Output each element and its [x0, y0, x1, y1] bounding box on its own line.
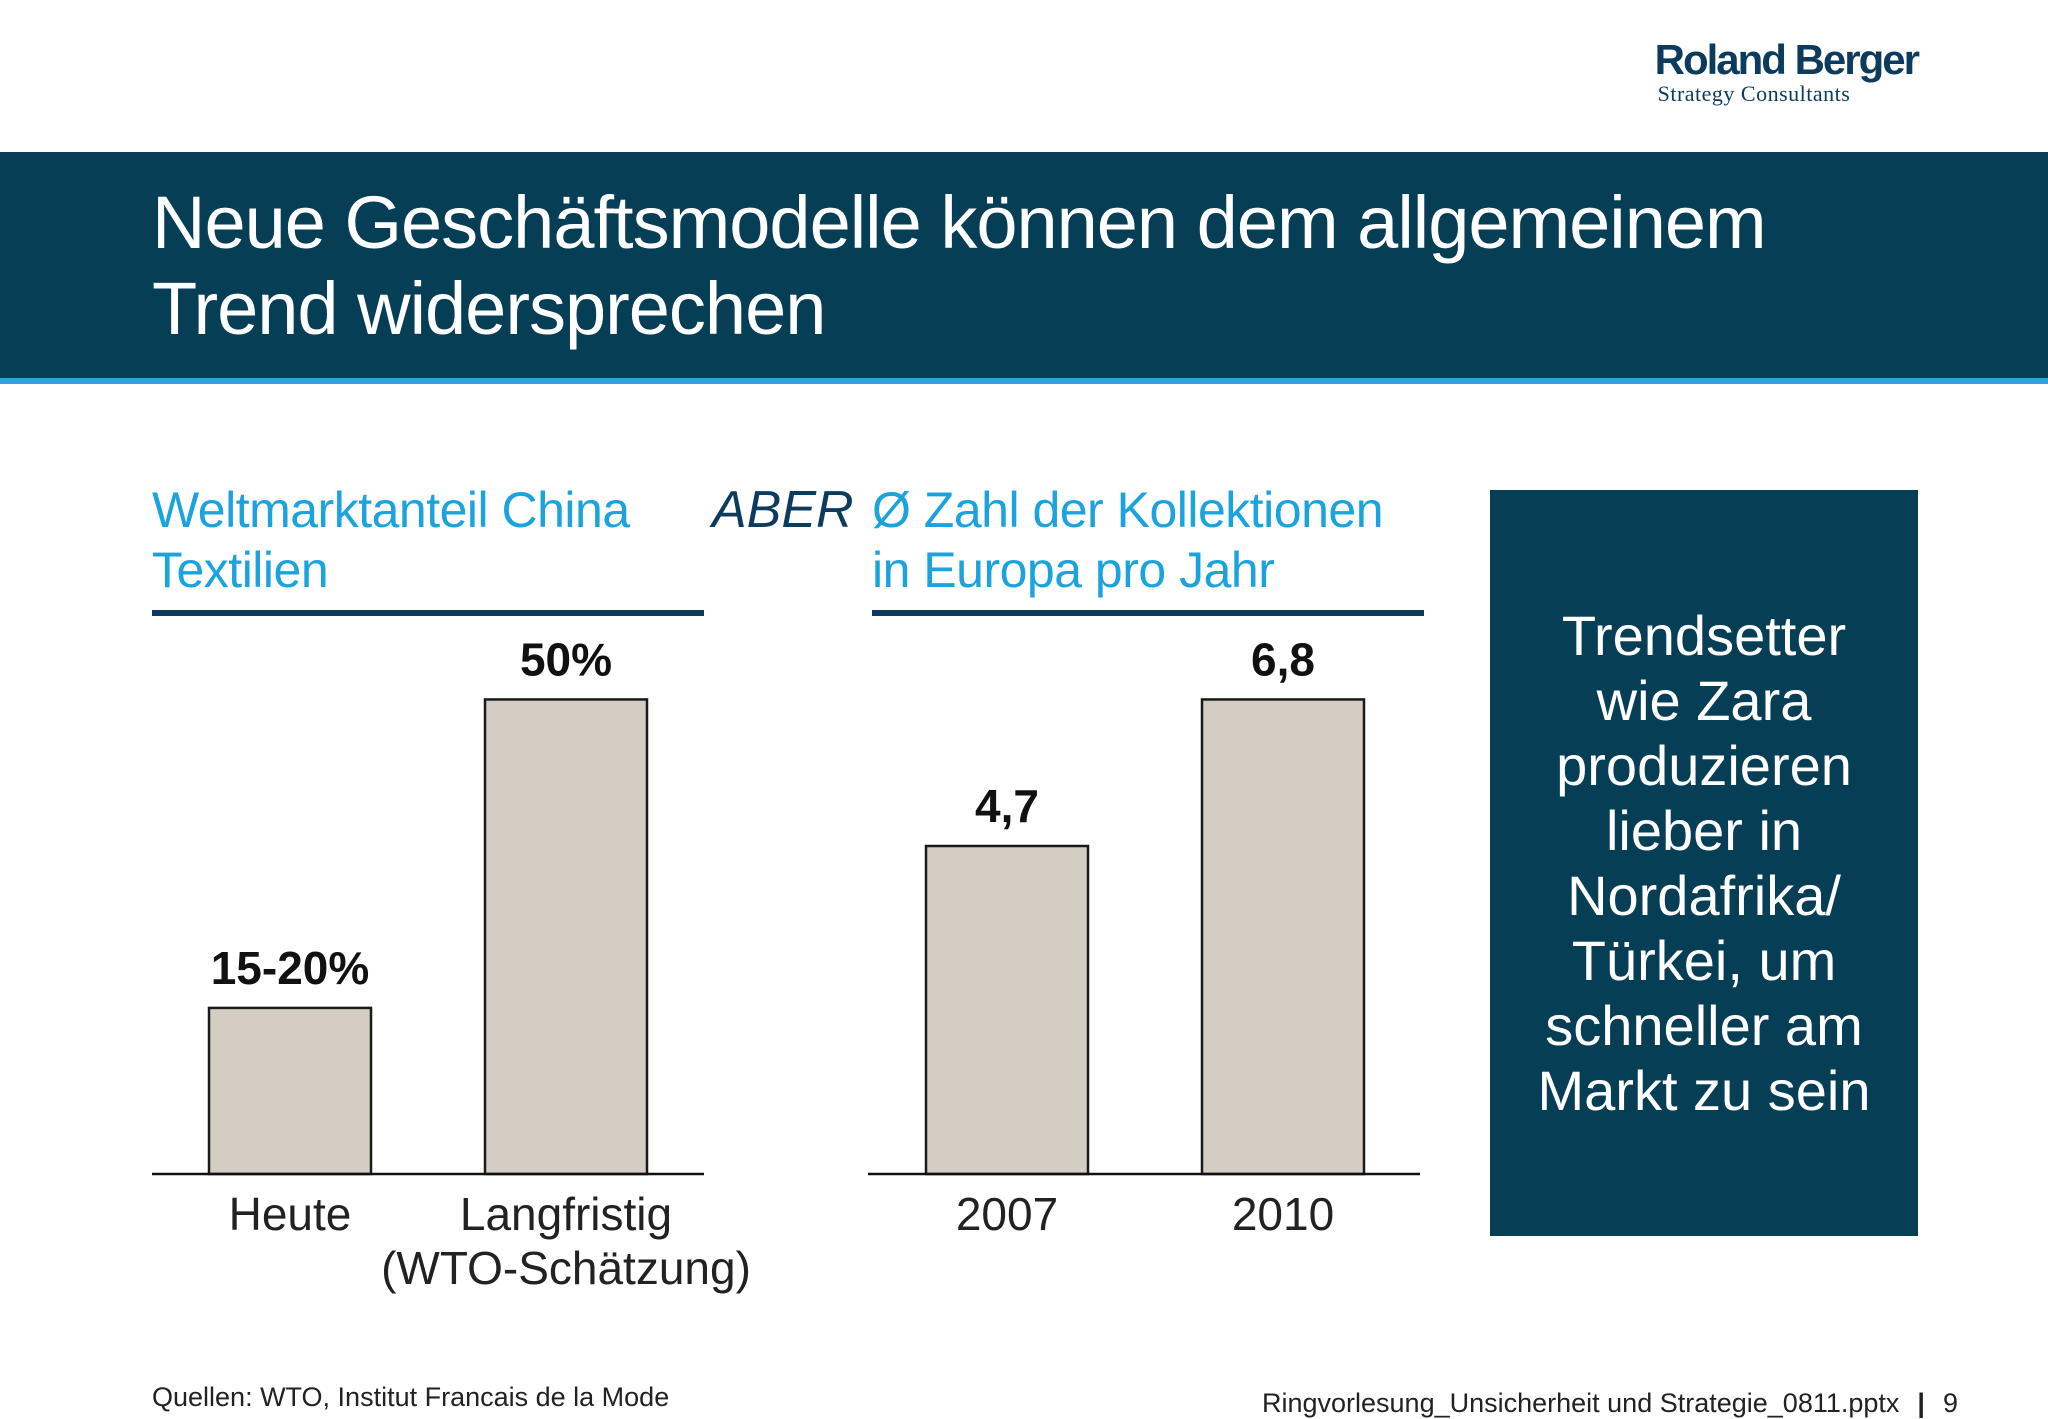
chart-2-category-label-1: 2007: [956, 1188, 1058, 1240]
chart-1-title-underline: [152, 610, 704, 616]
chart-1-bar-1: [207, 1006, 373, 1176]
chart-2-data-label-2: 6,8: [1251, 633, 1315, 685]
footer-filename: Ringvorlesung_Unsicherheit und Strategie…: [1261, 1388, 1900, 1418]
logo-name: Roland Berger: [1654, 36, 1920, 83]
chart-1-bar-2: [483, 698, 649, 1176]
chart-1-title: Weltmarktanteil China Textilien: [152, 482, 630, 598]
company-logo: Roland Berger Strategy Consultants: [1654, 36, 1920, 106]
title-accent-line: [0, 378, 2048, 384]
footer-separator: |: [1917, 1388, 1925, 1418]
chart-1-category-label-2-line-1: Langfristig: [460, 1188, 672, 1240]
title-band: [0, 152, 2048, 382]
chart-1-category-label-2-line-2: (WTO-Schätzung): [381, 1242, 751, 1294]
chart-2-data-label-1: 4,7: [975, 780, 1039, 832]
chart-1-data-label-1: 15-20%: [211, 942, 370, 994]
footer-page-number: 9: [1942, 1388, 1958, 1418]
aber-label: ABER: [712, 481, 854, 539]
footer-file-info: Ringvorlesung_Unsicherheit und Strategie…: [1262, 1388, 1958, 1419]
trendsetter-text: Trendsetter wie Zara produzieren lieber …: [1537, 604, 1871, 1122]
chart-2-bar-1: [924, 844, 1090, 1176]
slide-title: Neue Geschäftsmodelle können dem allgeme…: [152, 181, 1767, 350]
chart-2-bar-2: [1200, 698, 1366, 1176]
chart-2-title-underline: [872, 610, 1424, 616]
chart-2-title: Ø Zahl der Kollektionen in Europa pro Ja…: [872, 482, 1384, 598]
chart-1-category-label-1: Heute: [229, 1188, 352, 1240]
chart-2-category-label-2: 2010: [1232, 1188, 1334, 1240]
logo-subtitle: Strategy Consultants: [1657, 81, 1851, 106]
chart-1-data-label-2: 50%: [520, 633, 612, 685]
trendsetter-box: Trendsetter wie Zara produzieren lieber …: [1490, 490, 1918, 1236]
footer-sources: Quellen: WTO, Institut Francais de la Mo…: [152, 1382, 670, 1412]
